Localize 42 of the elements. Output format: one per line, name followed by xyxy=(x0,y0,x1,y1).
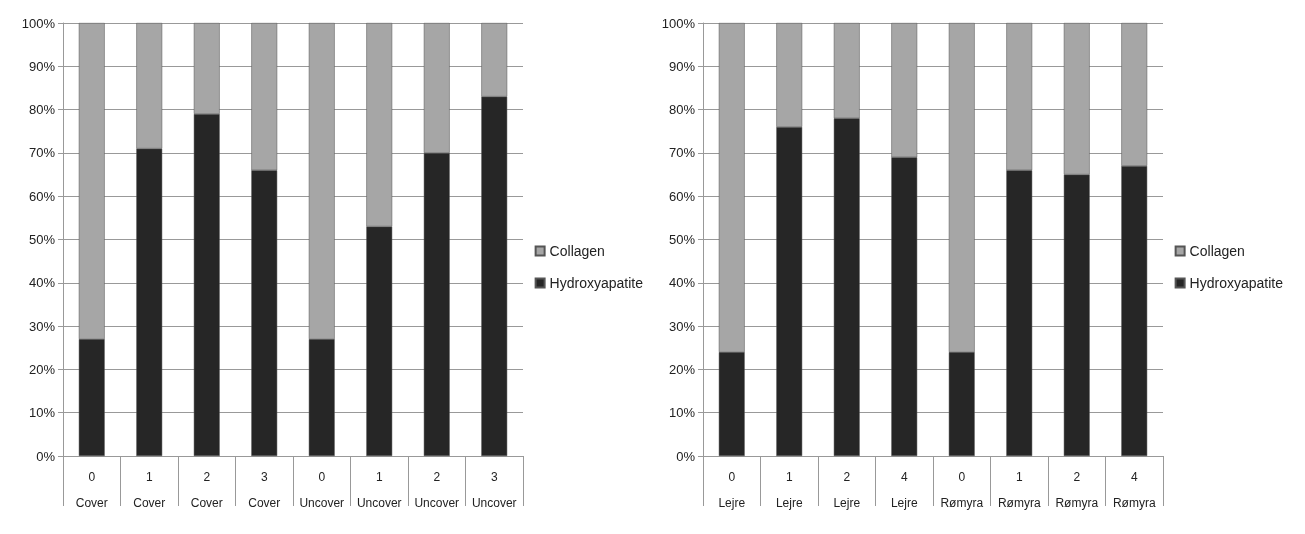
y-tick-label: 0% xyxy=(36,448,56,464)
y-tick-label: 90% xyxy=(668,58,696,74)
legend-label: Collagen xyxy=(549,243,605,259)
x-tick-label: 0 Lejre xyxy=(718,470,746,510)
y-tick-label: 20% xyxy=(28,361,56,377)
x-tick-label: 0 Uncover xyxy=(299,470,345,510)
y-tick-label: 40% xyxy=(28,275,56,291)
x-tick-label: 2 Lejre xyxy=(833,470,861,510)
y-tick-label: 10% xyxy=(28,405,56,421)
x-tick-label: 1 Rømyra xyxy=(997,470,1041,510)
y-tick-label: 70% xyxy=(668,145,696,161)
x-tick-label: 2 Uncover xyxy=(414,470,460,510)
x-tick-label: 0 Cover xyxy=(75,470,108,510)
x-tick-label: 4 Lejre xyxy=(890,470,918,510)
y-tick-label: 60% xyxy=(28,188,56,204)
y-tick-label: 100% xyxy=(21,15,56,31)
legend-label: Hydroxyapatite xyxy=(549,275,644,291)
legend-label: Hydroxyapatite xyxy=(1189,275,1284,291)
x-tick-label: 2 Cover xyxy=(190,470,223,510)
x-tick-label: 2 Rømyra xyxy=(1055,470,1099,510)
y-tick-label: 50% xyxy=(668,232,696,247)
y-tick-label: 40% xyxy=(668,275,696,291)
x-tick-label: 0 Rømyra xyxy=(940,470,984,510)
y-tick-label: 80% xyxy=(28,102,56,118)
y-tick-label: 60% xyxy=(668,188,696,204)
y-tick-label: 30% xyxy=(668,318,696,334)
x-tick-label: 4 Rømyra xyxy=(1112,470,1156,510)
y-tick-label: 100% xyxy=(661,15,696,31)
legend-label: Collagen xyxy=(1189,243,1245,259)
y-tick-label: 50% xyxy=(28,232,56,247)
x-tick-label: 1 Lejre xyxy=(775,470,803,510)
y-tick-label: 10% xyxy=(668,405,696,421)
x-tick-label: 1 Cover xyxy=(133,470,166,510)
y-tick-label: 20% xyxy=(668,361,696,377)
y-tick-label: 0% xyxy=(676,448,696,464)
x-tick-label: 3 Cover xyxy=(248,470,281,510)
x-tick-label: 1 Uncover xyxy=(356,470,402,510)
x-tick-label: 3 Uncover xyxy=(471,470,517,510)
y-tick-label: 30% xyxy=(28,318,56,334)
y-tick-label: 70% xyxy=(28,145,56,161)
y-tick-label: 90% xyxy=(28,58,56,74)
y-tick-label: 80% xyxy=(668,102,696,118)
